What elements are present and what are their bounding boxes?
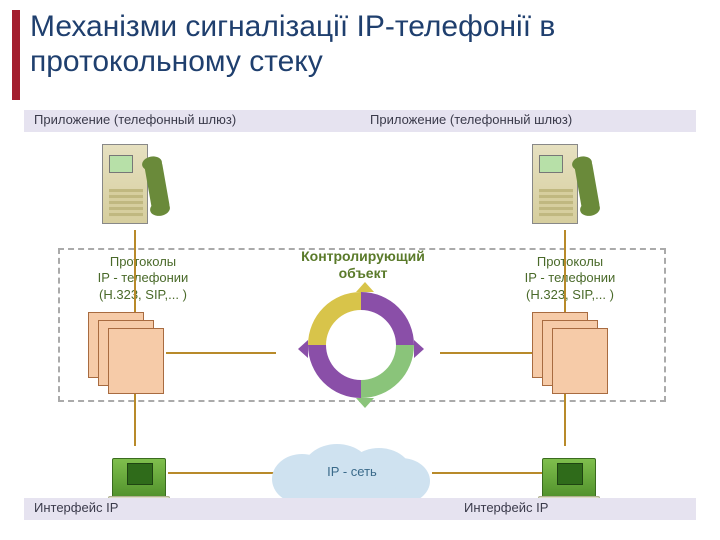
server-right (530, 140, 600, 230)
connector-line (564, 394, 566, 446)
proto-left-l3: (H.323, SIP,... ) (78, 287, 208, 303)
ctrl-ring-icon (296, 280, 426, 410)
connector-line (134, 394, 136, 446)
connector-line (166, 352, 276, 354)
interface-left-icon (112, 446, 166, 500)
ctrl-object-label: Контролирующий объект (288, 248, 438, 282)
proto-label-left: Протоколы IP - телефонии (H.323, SIP,...… (78, 254, 208, 303)
proto-left-l1: Протоколы (78, 254, 208, 270)
stack-card (552, 328, 608, 394)
proto-stack-right (532, 312, 610, 390)
proto-label-right: Протоколы IP - телефонии (H.323, SIP,...… (500, 254, 640, 303)
connector-line (564, 230, 566, 312)
iface-label-bar (24, 498, 696, 520)
accent-bar (12, 10, 20, 100)
server-body-icon (532, 144, 578, 224)
ctrl-l1: Контролирующий (288, 248, 438, 265)
connector-line (440, 352, 532, 354)
app-label-right: Приложение (телефонный шлюз) (370, 112, 572, 127)
proto-right-l3: (H.323, SIP,... ) (500, 287, 640, 303)
proto-right-l1: Протоколы (500, 254, 640, 270)
page-title: Механізми сигналізації IP-телефонії в пр… (30, 10, 700, 79)
proto-left-l2: IP - телефонии (78, 270, 208, 286)
connector-line (432, 472, 542, 474)
title-text: Механізми сигналізації IP-телефонії в пр… (30, 10, 555, 78)
iface-label-right: Интерфейс IP (464, 500, 548, 515)
cloud-label: IP - сеть (272, 464, 432, 479)
app-label-left: Приложение (телефонный шлюз) (34, 112, 236, 127)
iface-label-left: Интерфейс IP (34, 500, 118, 515)
server-body-icon (102, 144, 148, 224)
proto-stack-left (88, 312, 166, 390)
server-left (100, 140, 170, 230)
connector-line (168, 472, 278, 474)
connector-line (134, 230, 136, 312)
stack-card (108, 328, 164, 394)
proto-right-l2: IP - телефонии (500, 270, 640, 286)
interface-right-icon (542, 446, 596, 500)
